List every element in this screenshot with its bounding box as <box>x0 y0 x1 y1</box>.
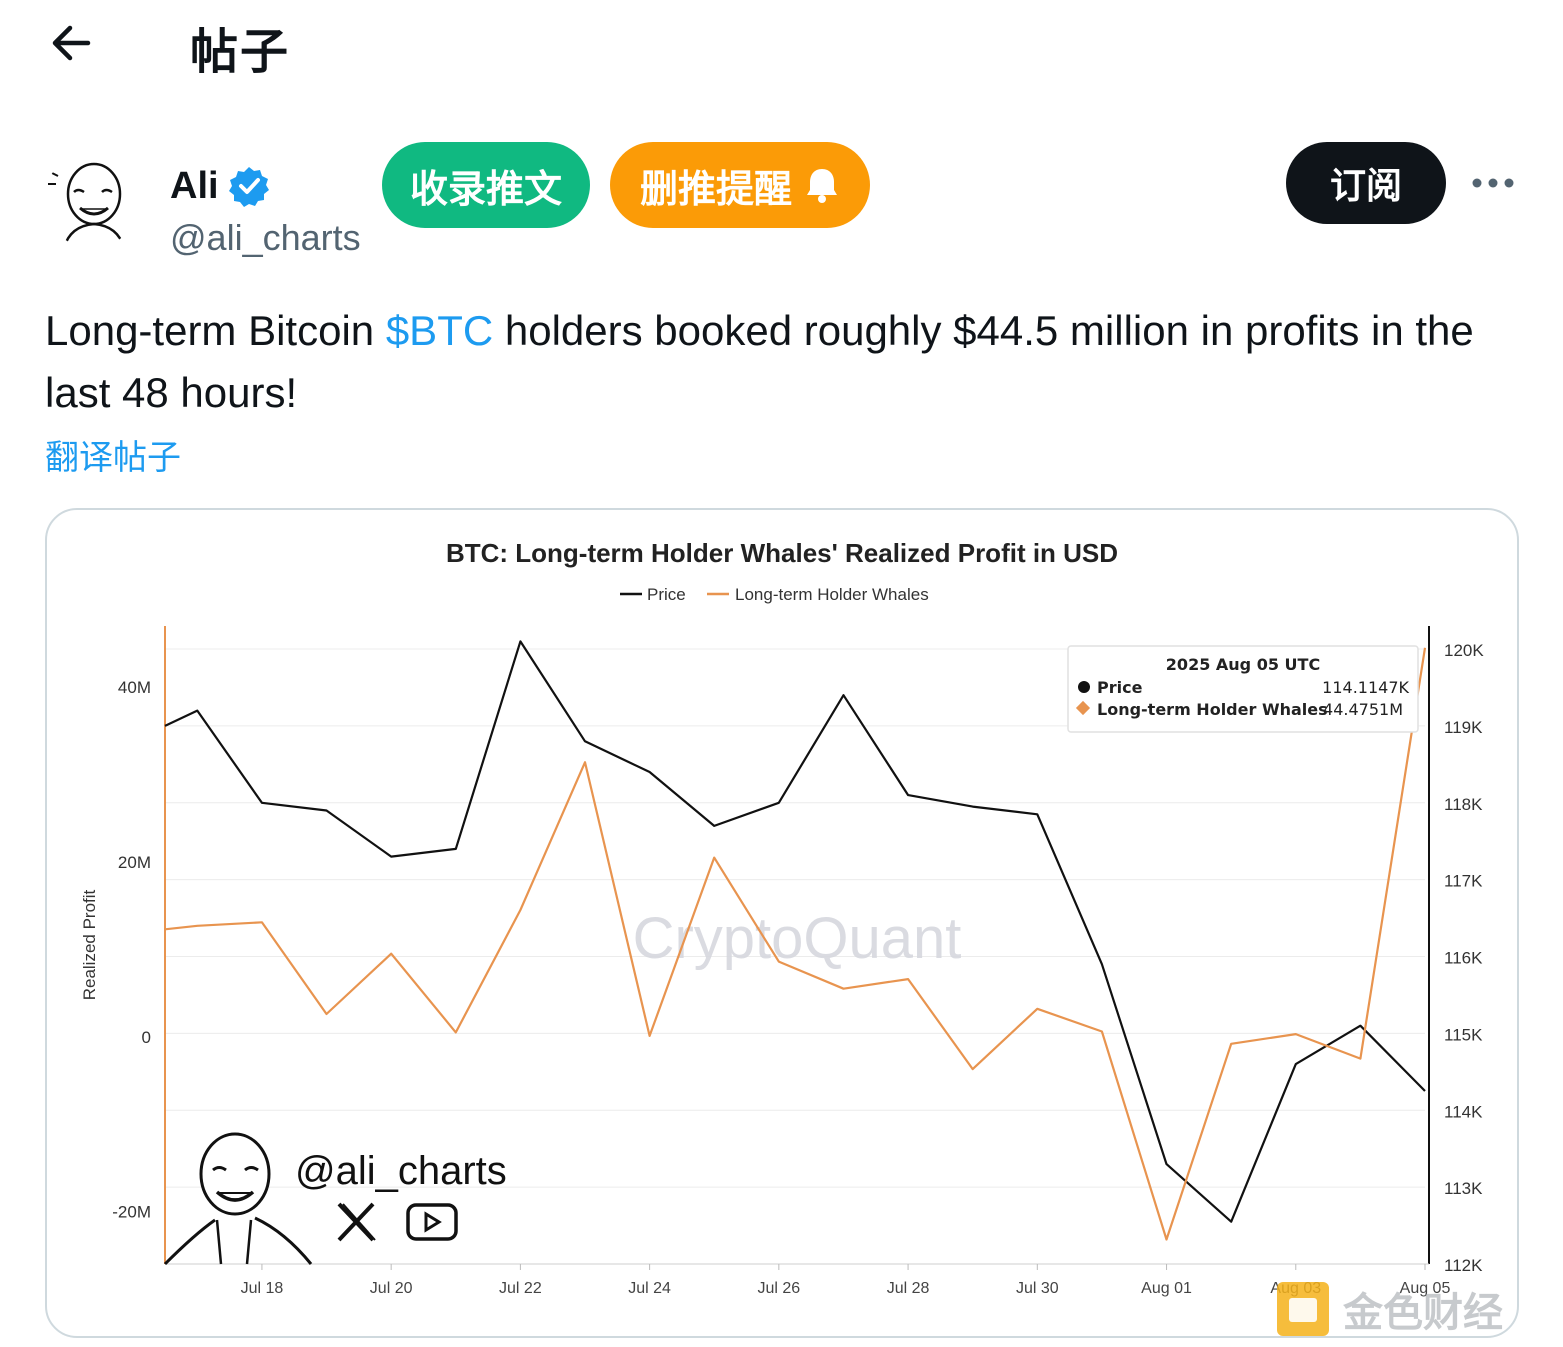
ali-charts-watermark: @ali_charts <box>163 1132 507 1266</box>
legend-label-whales: Long-term Holder Whales <box>735 585 929 604</box>
tooltip-price-label: Price <box>1097 678 1143 697</box>
subscribe-button[interactable]: 订阅 <box>1286 142 1446 224</box>
y-right-tick-label: 113K <box>1444 1179 1483 1198</box>
x-logo-icon <box>337 1202 376 1242</box>
tooltip-whales-value: 44.4751M <box>1323 700 1403 719</box>
jinse-watermark: 金色财经 <box>1277 1282 1503 1336</box>
media-card[interactable]: BTC: Long-term Holder Whales' Realized P… <box>45 508 1519 1338</box>
tweet-text-start: Long-term Bitcoin <box>45 307 386 354</box>
delete-alert-label: 删推提醒 <box>639 166 792 211</box>
x-tick-label: Jul 22 <box>499 1280 542 1297</box>
x-tick-label: Aug 01 <box>1141 1280 1192 1297</box>
y-left-tick-label: 20M <box>118 853 151 872</box>
x-tick-label: Jul 20 <box>370 1280 413 1297</box>
top-bar: 帖子 <box>0 0 1563 90</box>
y-right-tick-label: 115K <box>1444 1025 1483 1044</box>
y-right-tick-label: 112K <box>1444 1256 1483 1275</box>
y-axis-label: Realized Profit <box>80 889 99 1000</box>
jinse-brand: 金色财经 <box>1342 1290 1503 1336</box>
tooltip-whales-marker <box>1075 700 1091 716</box>
author-handle[interactable]: @ali_charts <box>170 217 361 258</box>
chart: BTC: Long-term Holder Whales' Realized P… <box>80 538 1484 1297</box>
delete-alert-button[interactable]: 删推提醒 <box>610 142 870 228</box>
chart-title: BTC: Long-term Holder Whales' Realized P… <box>446 538 1118 568</box>
subscribe-label: 订阅 <box>1329 166 1402 207</box>
y-right-tick-label: 114K <box>1444 1102 1483 1121</box>
cashtag-btc-link[interactable]: $BTC <box>385 307 494 354</box>
tooltip-price-value: 114.1147K <box>1322 678 1409 697</box>
watermark-handle: @ali_charts <box>295 1149 507 1193</box>
verified-badge-icon <box>229 167 269 207</box>
x-tick-label: Jul 26 <box>757 1280 800 1297</box>
youtube-icon <box>406 1203 458 1241</box>
y-left-tick-label: -20M <box>112 1203 151 1222</box>
tooltip-date: 2025 Aug 05 UTC <box>1166 655 1320 674</box>
y-left-tick-label: 40M <box>118 678 151 697</box>
tooltip-whales-label: Long-term Holder Whales <box>1097 700 1328 719</box>
x-tick-label: Jul 24 <box>628 1280 671 1297</box>
bell-icon <box>807 169 837 203</box>
translate-post-link[interactable]: 翻译帖子 <box>45 438 181 478</box>
avatar[interactable] <box>44 152 140 248</box>
x-tick-label: Jul 18 <box>241 1280 284 1297</box>
y-left-tick-label: 0 <box>142 1028 151 1047</box>
y-right-tick-label: 119K <box>1444 718 1483 737</box>
collect-tweet-button[interactable]: 收录推文 <box>382 142 590 228</box>
series-price-line <box>164 640 1426 1223</box>
x-tick-label: Jul 30 <box>1016 1280 1059 1297</box>
author-name[interactable]: Ali <box>170 165 219 207</box>
series-whales-line <box>164 647 1427 1241</box>
tooltip-price-marker <box>1078 681 1090 693</box>
back-arrow-icon[interactable] <box>48 20 94 66</box>
cryptoquant-watermark: CryptoQuant <box>633 906 962 971</box>
avatar-sketch-icon <box>48 162 126 248</box>
chart-tooltip: 2025 Aug 05 UTC Price 114.1147K Long-ter… <box>1067 645 1419 733</box>
y-right-tick-label: 117K <box>1444 872 1483 891</box>
legend-label-price: Price <box>647 585 686 604</box>
tooltip-box <box>1067 645 1419 733</box>
x-tick-label: Jul 28 <box>887 1280 930 1297</box>
y-right-tick-label: 118K <box>1444 795 1483 814</box>
chart-legend: Price Long-term Holder Whales <box>620 585 929 604</box>
tweet-text: Long-term Bitcoin $BTC holders booked ro… <box>45 300 1525 424</box>
x-tick-label: Aug 05 <box>1400 1280 1451 1297</box>
axes-layer: 120K 119K 118K 117K 116K 115K 114K 113K 112K 40M 2… <box>112 626 1484 1297</box>
more-options-icon[interactable] <box>1470 168 1516 198</box>
collect-tweet-label: 收录推文 <box>409 166 562 211</box>
page-title: 帖子 <box>190 24 291 80</box>
author-row: Ali @ali_charts 收录推文 删推提醒 订阅 <box>0 130 1563 270</box>
watermark-avatar-icon <box>163 1132 313 1266</box>
y-right-tick-label: 116K <box>1444 949 1483 968</box>
y-right-tick-label: 120K <box>1444 641 1484 660</box>
tweet-text-end: holders booked roughly $44.5 million in … <box>45 307 1474 416</box>
jinse-logo-icon <box>1277 1282 1329 1336</box>
